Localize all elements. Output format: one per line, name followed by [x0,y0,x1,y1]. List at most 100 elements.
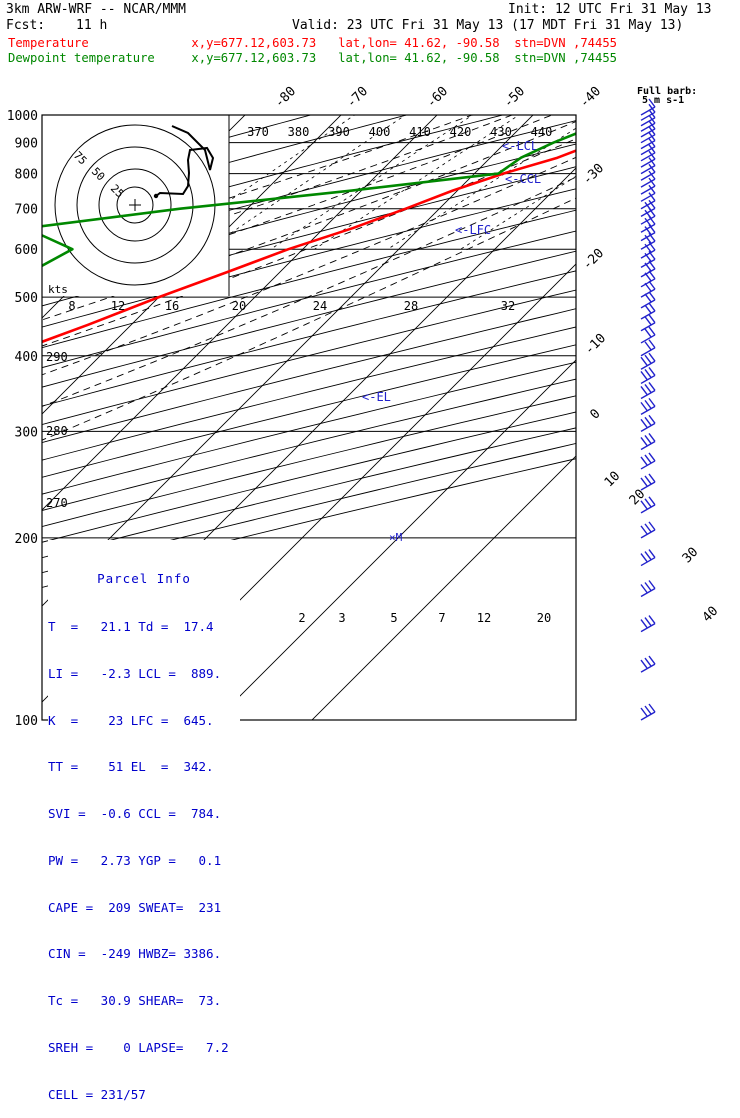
wind-barb-icon [641,530,655,538]
isotherm-label: -70 [344,84,371,111]
pressure-tick-label: 800 [15,168,38,183]
hodograph-speed-label: 28 [404,299,418,313]
parcel-line: CELL = 231/57 [48,1087,240,1103]
wind-barb-icon [641,375,655,383]
parcel-line: PW = 2.73 YGP = 0.1 [48,853,240,869]
wind-barb-icon [641,390,655,398]
wind-barb-icon [649,415,655,423]
wind-barb-icon [649,261,655,269]
wind-barb-icon [641,558,655,566]
wind-barb-icon [641,526,647,534]
wind-barb-icon [645,329,651,337]
isotherm-label: 20 [627,487,649,509]
theta-label: 370 [247,125,269,139]
wind-barb-icon [645,417,651,425]
hodograph-speed-label: 16 [165,299,179,313]
wind-barb-icon [641,624,655,632]
wind-barb-icon [649,474,655,482]
isotherm-label: 10 [602,469,624,491]
wind-barb-icon [641,323,655,331]
isotherm-label: -20 [580,246,607,273]
isotherm-label: -80 [272,84,299,111]
hodograph-speed-label: 20 [232,299,246,313]
wind-barb-icon [641,335,655,343]
level-marker: <-LFC [455,223,491,237]
wind-barb-icon [641,311,655,319]
wind-barb-icon [649,522,655,530]
wind-barb-icon [641,371,647,379]
parcel-line: CAPE = 209 SWEAT= 231 [48,900,240,916]
wind-barb-icon [645,706,651,714]
level-marker: <-CCL [505,172,541,186]
wind-barb-icon [645,455,651,463]
parcel-line: Tc = 30.9 SHEAR= 73. [48,993,240,1009]
mixing-ratio-label: 5 [390,611,397,625]
parcel-line: SVI = -0.6 CCL = 784. [48,806,240,822]
hodograph-unit-label: kts [48,283,68,296]
parcel-line: CIN = -249 HWBZ= 3386. [48,946,240,962]
wind-barb-icon [649,656,655,664]
wind-barb-icon [645,435,651,443]
isotherm-label: 40 [700,604,722,626]
parcel-info-title: Parcel Info [48,571,240,587]
theta-label: 400 [369,125,391,139]
wind-barb-icon [641,712,655,720]
wind-barb-icon [649,581,655,589]
mixing-ratio-label: 7 [438,611,445,625]
isotherm-label: -50 [501,84,528,111]
wind-barb-icon [641,441,655,449]
wind-barb-icon [649,327,655,335]
wind-barb-icon [641,419,647,427]
level-marker: <-LCL [502,139,538,153]
theta-label: 420 [450,125,472,139]
theta-label: 410 [409,125,431,139]
pressure-tick-label: 500 [15,291,38,306]
wind-barb-icon [641,660,647,668]
mixing-ratio-line [207,102,424,249]
wind-barb-icon [641,348,655,356]
wind-barb-icon [645,294,651,302]
parcel-line: T = 21.1 Td = 17.4 [48,619,240,635]
level-marker: <-EL [362,390,391,404]
wind-barb-icon [645,355,651,363]
theta-label: 290 [46,350,68,364]
wind-barb-icon [641,437,647,445]
wind-barb-icon [645,552,651,560]
wind-barb-icon [649,497,655,505]
wind-barb-icon [645,583,651,591]
wind-barb-icon [649,303,655,311]
wind-barb-icon [641,423,655,431]
pressure-tick-label: 900 [15,137,38,152]
wind-barb-icon [641,478,647,486]
wind-barb-icon [641,505,655,513]
pressure-tick-label: 600 [15,243,38,258]
mixing-ratio-label: 12 [477,611,491,625]
theta-label: 270 [46,496,68,510]
hodograph-start-icon [154,194,158,198]
pressure-tick-label: 200 [15,532,38,547]
hodograph-speed-label: 12 [111,299,125,313]
barb-legend-units: 5 m s-1 [642,95,684,106]
isotherm-label: -10 [582,331,609,358]
wind-barb-icon [649,271,655,279]
wind-barb-icon [649,340,655,348]
hodograph-speed-label: 8 [68,299,75,313]
wind-barb-icon [649,704,655,712]
wind-barb-icon [649,367,655,375]
wind-barb-icon [641,664,655,672]
wind-barb-icon [641,402,647,410]
parcel-marker: ×M [389,531,403,544]
wind-barb-icon [649,382,655,390]
wind-barb-icon [645,476,651,484]
wind-barb-icon [641,482,655,490]
pressure-tick-label: 400 [15,350,38,365]
wind-barb-icon [641,357,647,365]
wind-barb-icon [641,554,647,562]
wind-barb-icon [641,585,647,593]
parcel-line: SREH = 0 LAPSE= 7.2 [48,1040,240,1056]
wind-barb-icon [649,353,655,361]
theta-label: 390 [328,125,350,139]
wind-barb-icon [649,433,655,441]
wind-barb-icon [641,620,647,628]
parcel-info-panel: Parcel Info T = 21.1 Td = 17.4 LI = -2.3… [48,540,240,736]
